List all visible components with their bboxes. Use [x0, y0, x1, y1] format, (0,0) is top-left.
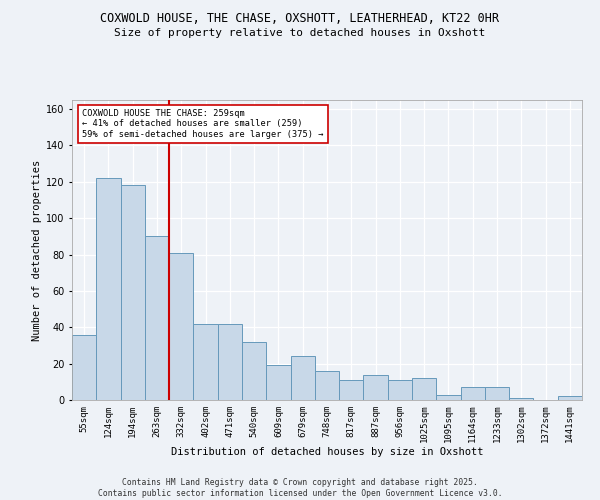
- Bar: [315, 371, 339, 400]
- Bar: [436, 394, 461, 400]
- Bar: [193, 324, 218, 400]
- X-axis label: Distribution of detached houses by size in Oxshott: Distribution of detached houses by size …: [171, 446, 483, 456]
- Bar: [339, 380, 364, 400]
- Text: Size of property relative to detached houses in Oxshott: Size of property relative to detached ho…: [115, 28, 485, 38]
- Y-axis label: Number of detached properties: Number of detached properties: [32, 160, 41, 340]
- Bar: [509, 398, 533, 400]
- Bar: [266, 366, 290, 400]
- Bar: [412, 378, 436, 400]
- Bar: [218, 324, 242, 400]
- Text: COXWOLD HOUSE THE CHASE: 259sqm
← 41% of detached houses are smaller (259)
59% o: COXWOLD HOUSE THE CHASE: 259sqm ← 41% of…: [82, 109, 324, 139]
- Bar: [96, 178, 121, 400]
- Bar: [364, 374, 388, 400]
- Bar: [72, 334, 96, 400]
- Bar: [169, 252, 193, 400]
- Text: COXWOLD HOUSE, THE CHASE, OXSHOTT, LEATHERHEAD, KT22 0HR: COXWOLD HOUSE, THE CHASE, OXSHOTT, LEATH…: [101, 12, 499, 26]
- Bar: [461, 388, 485, 400]
- Bar: [121, 186, 145, 400]
- Bar: [558, 396, 582, 400]
- Bar: [145, 236, 169, 400]
- Text: Contains HM Land Registry data © Crown copyright and database right 2025.
Contai: Contains HM Land Registry data © Crown c…: [98, 478, 502, 498]
- Bar: [290, 356, 315, 400]
- Bar: [485, 388, 509, 400]
- Bar: [242, 342, 266, 400]
- Bar: [388, 380, 412, 400]
